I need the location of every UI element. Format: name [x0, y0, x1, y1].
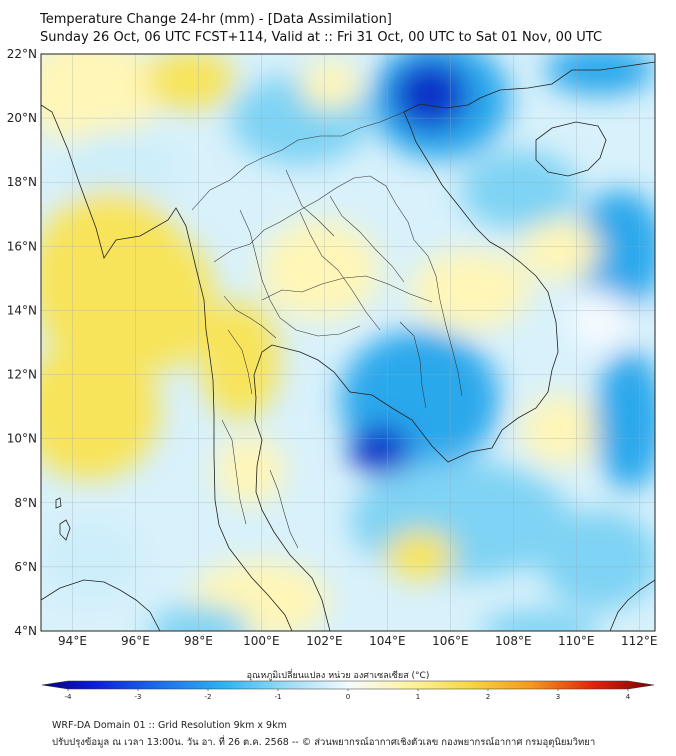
border-east: [299, 211, 381, 331]
lon-label: 104°E: [369, 634, 406, 648]
colorbar-tick-label: -2: [205, 693, 212, 701]
colorbar-tick-label: 3: [556, 693, 560, 701]
border-vietnam: [369, 175, 463, 397]
footer-model-info: WRF-DA Domain 01 :: Grid Resolution 9km …: [52, 720, 287, 731]
lon-label: 102°E: [306, 634, 343, 648]
border-south-east: [399, 321, 427, 409]
map-panel: 22°N 20°N 18°N 16°N 14°N 12°N 10°N 8°N 6°N 4°N 94…: [7, 47, 658, 648]
map-subtitle: Sunday 26 Oct, 06 UTC FCST+114, Valid at…: [40, 30, 603, 45]
border-west: [223, 295, 277, 339]
colorbar-title: อุณหภูมิเปลี่ยนแปลง หน่วย องศาเซลเซียส (…: [246, 671, 430, 681]
colorbar-tick-label: 0: [346, 693, 350, 701]
lat-label: 14°N: [7, 303, 37, 317]
lon-label: 96°E: [121, 634, 150, 648]
border-cambodia: [261, 275, 433, 303]
colorbar: -4 -3 -2 -1 0 1 2 3 4: [41, 680, 655, 701]
field-region: [215, 435, 285, 505]
colorbar-tick-label: 2: [486, 693, 490, 701]
lon-label: 112°E: [621, 634, 658, 648]
field-region: [545, 54, 655, 95]
field-region: [260, 220, 380, 320]
lat-label: 18°N: [7, 175, 37, 189]
field-region: [520, 395, 600, 465]
map-frame: [40, 53, 656, 632]
lon-label: 94°E: [58, 634, 87, 648]
border-peninsula: [221, 419, 247, 525]
field-region: [575, 190, 655, 310]
coastlines-borders: [41, 61, 655, 631]
lon-label: 106°E: [432, 634, 469, 648]
border-south: [227, 329, 253, 395]
field-region: [480, 610, 600, 631]
sumatra-coast: [41, 579, 161, 631]
colorbar-tick-label: -4: [65, 693, 73, 701]
field-region: [570, 290, 630, 350]
field-region: [595, 350, 655, 490]
field-region: [520, 220, 600, 280]
field-region: [410, 250, 530, 330]
border-northeast: [329, 195, 405, 283]
coastline-west: [41, 104, 293, 631]
colorbar-ticks: -4 -3 -2 -1 0 1 2 3 4: [65, 689, 631, 701]
provincial-borders: [191, 111, 463, 549]
colorbar-tick-label: 4: [626, 693, 631, 701]
border-inner-north: [285, 169, 335, 237]
field-region: [150, 605, 250, 631]
lat-label: 22°N: [7, 47, 37, 61]
colorbar-tick-label: -3: [135, 693, 142, 701]
colorbar-bar: [41, 680, 655, 690]
lon-label: 108°E: [495, 634, 532, 648]
field-region: [41, 520, 140, 600]
border-laos: [213, 175, 371, 263]
lat-label: 20°N: [7, 111, 37, 125]
field-region: [41, 54, 160, 145]
island: [55, 497, 62, 509]
lon-label: 110°E: [558, 634, 595, 648]
field-region: [200, 300, 280, 420]
borneo-coast: [609, 579, 655, 631]
latitude-axis: 22°N 20°N 18°N 16°N 14°N 12°N 10°N 8°N 6°N 4°N: [7, 47, 37, 638]
border-malay: [269, 469, 299, 549]
field-region: [105, 230, 215, 370]
lat-label: 6°N: [14, 560, 37, 574]
lat-label: 4°N: [14, 624, 37, 638]
border-central: [239, 209, 361, 337]
footer-credit: ปรับปรุงข้อมูล ณ เวลา 13:00น. วัน อา. ที…: [52, 737, 596, 748]
field-region: [145, 54, 235, 110]
longitude-axis: 94°E 96°E 98°E 100°E 102°E 104°E 106°E 108°E 110…: [58, 634, 657, 648]
field-region: [41, 340, 160, 480]
andaman-islands: [59, 519, 71, 541]
field-region: [392, 60, 468, 130]
lon-label: 98°E: [184, 634, 213, 648]
hainan-island: [535, 121, 607, 177]
colorbar-tick-label: 1: [416, 693, 420, 701]
lat-label: 16°N: [7, 239, 37, 253]
field-region: [540, 510, 655, 610]
colorbar-tick-label: -1: [275, 693, 282, 701]
lat-label: 8°N: [14, 496, 37, 510]
field-region: [60, 130, 180, 210]
field-region: [460, 150, 580, 230]
border-north: [191, 111, 405, 211]
lat-label: 12°N: [7, 368, 37, 382]
field-region: [385, 530, 455, 580]
coastline-east: [253, 61, 655, 631]
lon-label: 100°E: [243, 634, 280, 648]
lat-label: 10°N: [7, 432, 37, 446]
field-region: [300, 60, 360, 110]
field-region: [350, 425, 410, 475]
field-region: [350, 460, 570, 580]
map-title: Temperature Change 24-hr (mm) - [Data As…: [40, 12, 392, 27]
